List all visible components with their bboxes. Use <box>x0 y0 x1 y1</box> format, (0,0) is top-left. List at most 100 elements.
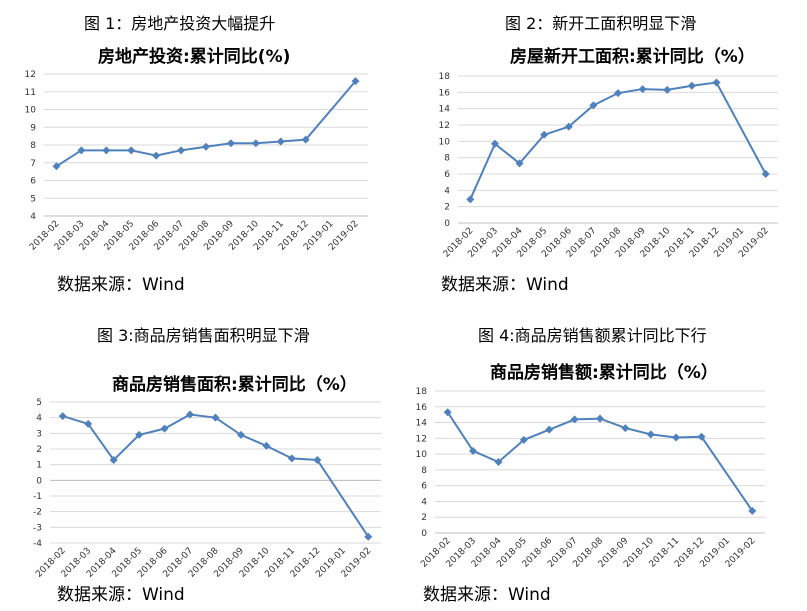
data-point-marker <box>515 159 524 168</box>
data-point-marker <box>712 78 721 87</box>
y-tick-label: 18 <box>416 387 428 397</box>
y-tick-label: 11 <box>25 88 36 98</box>
y-tick-label: -3 <box>33 523 42 533</box>
data-point-marker <box>58 412 67 421</box>
data-point-marker <box>135 430 144 439</box>
y-tick-label: 6 <box>30 177 36 187</box>
y-tick-label: 10 <box>416 450 428 460</box>
data-point-marker <box>646 430 655 439</box>
data-point-marker <box>494 458 503 466</box>
data-point-marker <box>466 195 475 204</box>
y-tick-label: 4 <box>444 186 450 196</box>
y-tick-label: 4 <box>421 497 427 507</box>
chart-title: 房屋新开工面积:累计同比（%） <box>510 47 755 67</box>
data-point-marker <box>262 441 271 450</box>
figure-title: 图 2：新开工面积明显下滑 <box>505 14 697 33</box>
y-tick-label: 10 <box>25 106 37 116</box>
chart-title: 商品房销售面积:累计同比（%） <box>112 375 357 395</box>
y-tick-label: 14 <box>439 105 451 115</box>
y-tick-label: 0 <box>36 476 42 486</box>
y-tick-label: 16 <box>439 88 451 98</box>
y-tick-label: 4 <box>36 414 42 424</box>
line-chart: 0246810121416182018-022018-032018-042018… <box>416 387 765 570</box>
y-tick-label: 18 <box>439 72 451 82</box>
y-tick-label: 0 <box>421 529 427 539</box>
series-line <box>446 411 754 512</box>
y-tick-label: 16 <box>416 403 428 413</box>
figure-title: 图 3:商品房销售面积明显下滑 <box>97 326 310 345</box>
data-point-marker <box>443 408 452 417</box>
y-tick-label: -1 <box>33 492 42 502</box>
data-point-marker <box>152 151 161 160</box>
y-tick-label: 8 <box>421 466 427 476</box>
data-point-marker <box>211 413 220 422</box>
data-point-marker <box>77 146 86 155</box>
data-point-marker <box>127 146 136 155</box>
figure-title: 图 1：房地产投资大幅提升 <box>84 14 276 33</box>
data-point-marker <box>202 142 210 151</box>
line-chart: 4567891011122018-022018-032018-042018-05… <box>25 70 368 253</box>
y-tick-label: 12 <box>439 121 450 131</box>
series-line <box>55 80 357 168</box>
series-line <box>469 81 767 200</box>
data-point-marker <box>621 424 630 433</box>
data-point-marker <box>52 162 61 171</box>
y-tick-label: 12 <box>416 434 427 444</box>
data-point-marker <box>226 139 235 148</box>
y-tick-label: 2 <box>444 203 450 213</box>
data-point-marker <box>596 414 604 423</box>
data-point-marker <box>236 430 245 439</box>
data-point-marker <box>570 415 579 424</box>
data-point-marker <box>687 81 696 90</box>
data-point-marker <box>469 446 478 455</box>
data-point-marker <box>519 435 528 444</box>
data-point-marker <box>160 424 169 433</box>
chart-title: 房地产投资:累计同比(%) <box>98 47 291 67</box>
data-point-marker <box>301 135 310 144</box>
y-tick-label: 5 <box>36 398 42 408</box>
data-point-marker <box>177 146 186 155</box>
y-tick-label: 2 <box>36 445 42 455</box>
y-tick-label: -4 <box>33 539 42 549</box>
y-tick-label: 12 <box>25 70 36 80</box>
data-point-marker <box>251 139 260 148</box>
source-note: 数据来源：Wind <box>57 585 185 605</box>
data-point-marker <box>364 532 373 541</box>
data-point-marker <box>351 77 360 86</box>
y-tick-label: 6 <box>421 482 427 492</box>
source-note: 数据来源：Wind <box>57 275 185 295</box>
line-chart: -4-3-2-10123452018-022018-032018-042018-… <box>33 398 381 580</box>
y-tick-label: 10 <box>439 137 451 147</box>
series-line <box>62 413 370 538</box>
data-point-marker <box>663 85 672 94</box>
data-point-marker <box>490 139 499 148</box>
y-tick-label: 3 <box>36 429 42 439</box>
data-point-marker <box>109 455 118 464</box>
y-tick-label: 1 <box>36 461 42 471</box>
y-tick-label: 8 <box>30 141 36 151</box>
data-point-marker <box>102 146 111 155</box>
y-tick-label: 6 <box>444 170 450 180</box>
line-chart: 0246810121416182018-022018-032018-042018… <box>439 72 778 260</box>
data-point-marker <box>564 122 573 131</box>
y-tick-label: 9 <box>30 123 36 133</box>
y-tick-label: 2 <box>421 513 427 523</box>
y-tick-label: -2 <box>33 508 42 518</box>
data-point-marker <box>313 455 322 464</box>
figure-title: 图 4:商品房销售额累计同比下行 <box>478 326 707 345</box>
y-tick-label: 5 <box>30 194 36 204</box>
data-point-marker <box>697 432 706 441</box>
source-note: 数据来源：Wind <box>423 585 551 605</box>
y-tick-label: 14 <box>416 419 428 429</box>
y-tick-label: 8 <box>444 154 450 164</box>
data-point-marker <box>186 410 195 419</box>
data-point-marker <box>84 419 93 428</box>
y-tick-label: 0 <box>444 219 450 229</box>
data-point-marker <box>276 137 285 146</box>
data-point-marker <box>672 433 681 442</box>
data-point-marker <box>540 130 549 139</box>
data-point-marker <box>761 170 770 178</box>
data-point-marker <box>589 101 598 110</box>
data-point-marker <box>287 454 296 463</box>
data-point-marker <box>614 89 622 98</box>
